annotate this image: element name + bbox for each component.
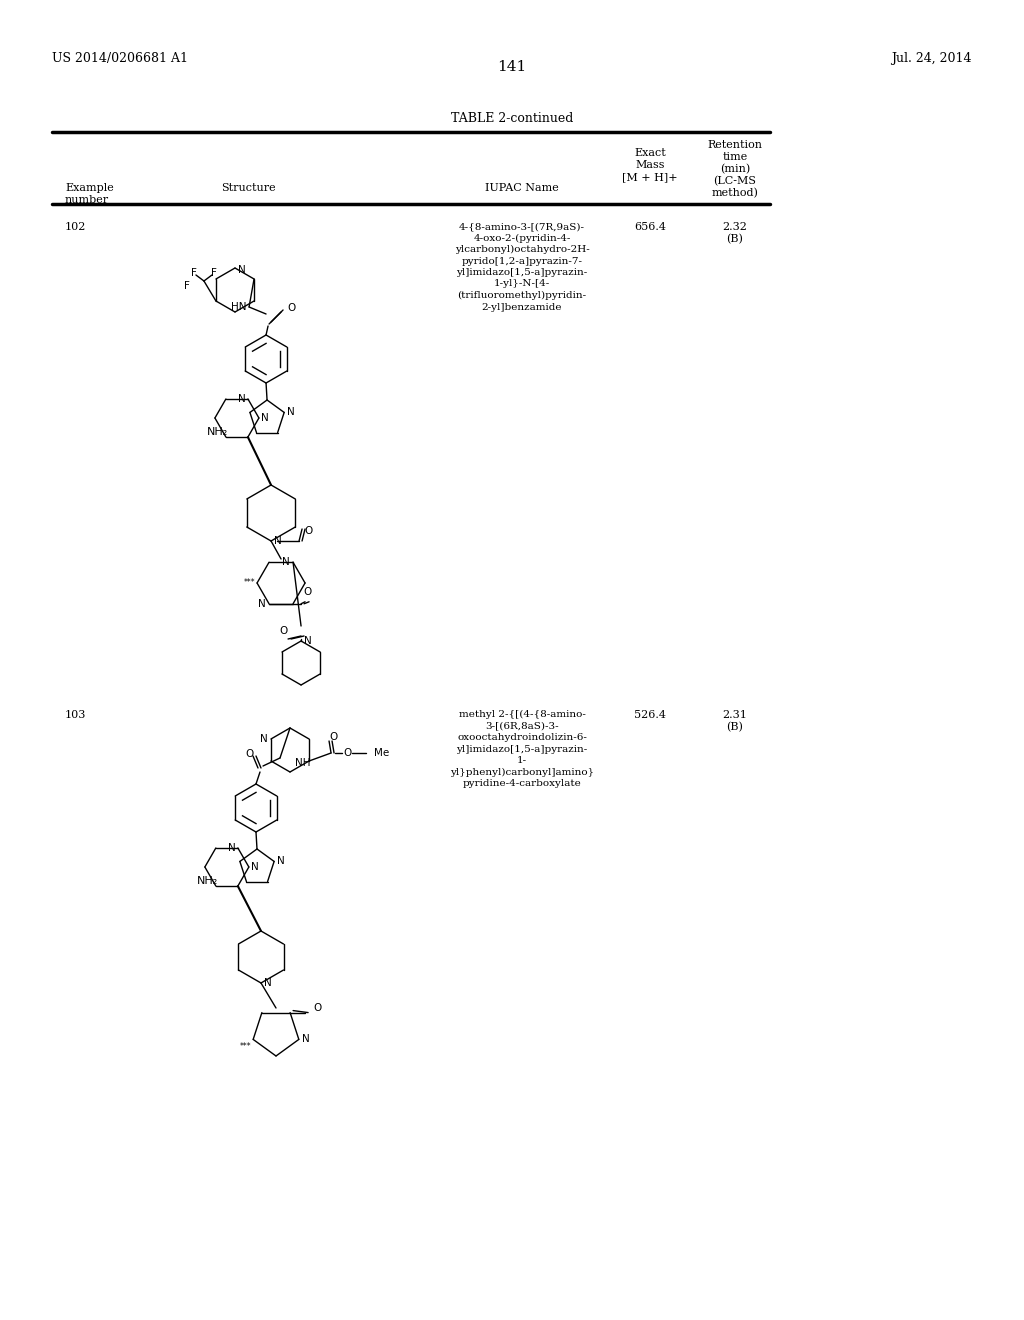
Text: [M + H]+: [M + H]+ xyxy=(623,172,678,182)
Text: Me: Me xyxy=(374,748,389,758)
Text: (B): (B) xyxy=(727,722,743,733)
Text: 2.32: 2.32 xyxy=(723,222,748,232)
Text: time: time xyxy=(722,152,748,162)
Text: Jul. 24, 2014: Jul. 24, 2014 xyxy=(892,51,972,65)
Text: N: N xyxy=(264,978,271,987)
Text: (min): (min) xyxy=(720,164,751,174)
Text: pyridine-4-carboxylate: pyridine-4-carboxylate xyxy=(463,779,582,788)
Text: 4-{8-amino-3-[(7R,9aS)-: 4-{8-amino-3-[(7R,9aS)- xyxy=(459,222,585,231)
Text: yl]imidazo[1,5-a]pyrazin-: yl]imidazo[1,5-a]pyrazin- xyxy=(457,744,588,754)
Text: methyl 2-{[(4-{8-amino-: methyl 2-{[(4-{8-amino- xyxy=(459,710,586,719)
Text: 1-yl}-N-[4-: 1-yl}-N-[4- xyxy=(494,280,550,289)
Text: HN: HN xyxy=(230,302,246,312)
Text: Retention: Retention xyxy=(708,140,763,150)
Text: (B): (B) xyxy=(727,234,743,244)
Text: NH: NH xyxy=(295,758,310,768)
Text: 656.4: 656.4 xyxy=(634,222,666,232)
Text: N: N xyxy=(302,1035,309,1044)
Text: Mass: Mass xyxy=(635,160,665,170)
Text: number: number xyxy=(65,195,110,205)
Text: ***: *** xyxy=(241,1043,252,1052)
Text: US 2014/0206681 A1: US 2014/0206681 A1 xyxy=(52,51,188,65)
Text: Exact: Exact xyxy=(634,148,666,158)
Text: oxooctahydroindolizin-6-: oxooctahydroindolizin-6- xyxy=(457,733,587,742)
Text: N: N xyxy=(278,857,285,866)
Text: 102: 102 xyxy=(65,222,86,232)
Text: N: N xyxy=(274,536,282,546)
Text: ylcarbonyl)octahydro-2H-: ylcarbonyl)octahydro-2H- xyxy=(455,246,590,255)
Text: N: N xyxy=(228,843,236,853)
Text: yl}phenyl)carbonyl]amino}: yl}phenyl)carbonyl]amino} xyxy=(450,767,594,776)
Text: N: N xyxy=(283,557,290,568)
Text: Structure: Structure xyxy=(221,183,275,193)
Text: yl]imidazo[1,5-a]pyrazin-: yl]imidazo[1,5-a]pyrazin- xyxy=(457,268,588,277)
Text: O: O xyxy=(303,587,311,597)
Text: TABLE 2-continued: TABLE 2-continued xyxy=(451,112,573,125)
Text: N: N xyxy=(238,265,246,275)
Text: (LC-MS: (LC-MS xyxy=(714,176,757,186)
Text: Example: Example xyxy=(65,183,114,193)
Text: O: O xyxy=(329,733,337,742)
Text: O: O xyxy=(304,525,312,536)
Text: 2.31: 2.31 xyxy=(723,710,748,719)
Text: N: N xyxy=(260,734,268,744)
Text: 526.4: 526.4 xyxy=(634,710,666,719)
Text: N: N xyxy=(304,636,311,645)
Text: F: F xyxy=(184,281,189,290)
Text: 3-[(6R,8aS)-3-: 3-[(6R,8aS)-3- xyxy=(485,722,559,730)
Text: 4-oxo-2-(pyridin-4-: 4-oxo-2-(pyridin-4- xyxy=(473,234,570,243)
Text: O: O xyxy=(313,1003,322,1012)
Text: ***: *** xyxy=(244,578,255,587)
Text: N: N xyxy=(251,862,259,873)
Text: O: O xyxy=(279,626,287,636)
Text: 1-: 1- xyxy=(517,756,527,766)
Text: 103: 103 xyxy=(65,710,86,719)
Text: 141: 141 xyxy=(498,59,526,74)
Text: IUPAC Name: IUPAC Name xyxy=(485,183,559,193)
Text: O: O xyxy=(343,748,351,758)
Text: method): method) xyxy=(712,187,759,198)
Text: (trifluoromethyl)pyridin-: (trifluoromethyl)pyridin- xyxy=(458,290,587,300)
Text: 2-yl]benzamide: 2-yl]benzamide xyxy=(481,302,562,312)
Text: N: N xyxy=(261,413,268,422)
Text: NH₂: NH₂ xyxy=(197,876,218,886)
Text: NH₂: NH₂ xyxy=(207,428,228,437)
Text: F: F xyxy=(191,268,197,279)
Text: N: N xyxy=(239,393,246,404)
Text: O: O xyxy=(287,304,295,313)
Text: N: N xyxy=(258,599,266,609)
Text: N: N xyxy=(287,408,295,417)
Text: pyrido[1,2-a]pyrazin-7-: pyrido[1,2-a]pyrazin-7- xyxy=(462,256,583,265)
Text: F: F xyxy=(211,268,217,279)
Text: O: O xyxy=(246,748,254,759)
